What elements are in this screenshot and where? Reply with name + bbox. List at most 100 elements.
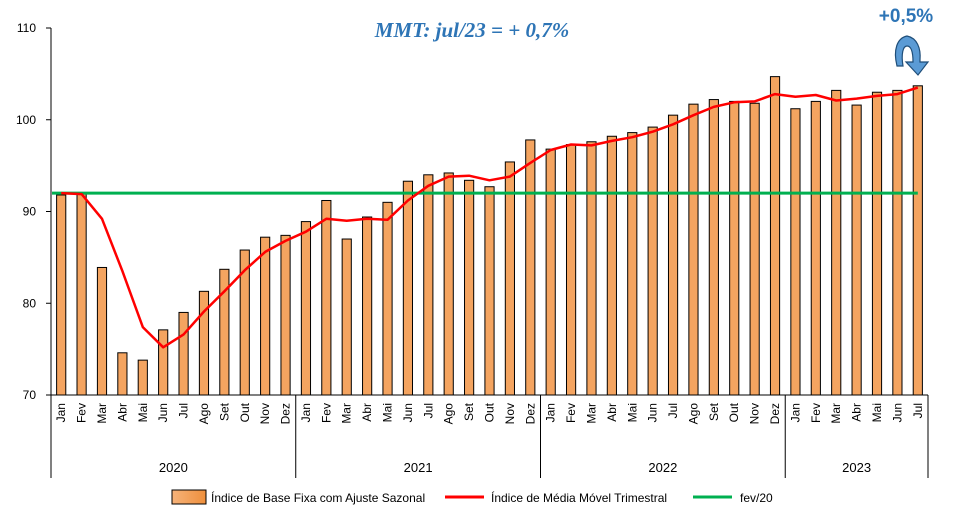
x-tick-label: Ago xyxy=(197,403,211,425)
x-tick-label: Jan xyxy=(54,403,68,422)
x-tick-label: Nov xyxy=(503,403,517,424)
bar xyxy=(464,179,475,396)
x-tick-label: Mar xyxy=(95,403,109,424)
x-tick-label: Jul xyxy=(666,403,680,418)
x-tick-label: Jul xyxy=(421,403,435,418)
bar xyxy=(300,221,312,396)
bar xyxy=(790,108,801,396)
legend-label-moving-average: Índice de Média Móvel Trimestral xyxy=(491,490,667,505)
x-tick-label: Ago xyxy=(686,403,700,425)
bar xyxy=(504,161,515,396)
bar xyxy=(219,268,230,396)
change-annotation: +0,5% xyxy=(879,6,934,27)
bar xyxy=(627,132,638,396)
bar xyxy=(892,89,903,396)
y-axis-labels: 70 80 90 100 110 xyxy=(16,21,36,402)
x-tick-label: Mar xyxy=(340,403,354,424)
bar xyxy=(667,114,679,396)
x-tick-label: Mai xyxy=(625,403,639,422)
bar xyxy=(443,172,454,396)
bar xyxy=(851,104,862,396)
bar xyxy=(688,103,699,396)
x-tick-label: Set xyxy=(707,402,721,421)
x-tick-label: Set xyxy=(217,402,231,421)
x-tick-label: Abr xyxy=(360,403,374,422)
bar xyxy=(178,311,189,396)
x-tick-label: Mai xyxy=(136,403,150,422)
x-tick-label: Jan xyxy=(544,403,558,422)
bar xyxy=(96,266,108,396)
bar xyxy=(260,236,271,396)
x-tick-label: Abr xyxy=(605,403,619,422)
y-tick-label: 70 xyxy=(23,388,37,402)
y-tick-label: 90 xyxy=(23,205,37,219)
x-tick-label: Jan xyxy=(788,403,802,422)
year-label: 2022 xyxy=(648,460,677,475)
x-tick-label: Nov xyxy=(748,403,762,424)
legend-label-bars: Índice de Base Fixa com Ajuste Sazonal xyxy=(211,490,425,505)
bar xyxy=(137,359,148,396)
x-tick-label: Set xyxy=(462,402,476,421)
bar xyxy=(362,216,373,396)
bar xyxy=(76,192,87,396)
curved-arrow-icon xyxy=(894,35,930,76)
x-tick-label: Dez xyxy=(279,403,293,424)
bar xyxy=(158,329,169,396)
bar xyxy=(708,99,719,396)
bar xyxy=(606,135,617,396)
bar xyxy=(117,352,128,396)
bar xyxy=(586,141,597,396)
bar xyxy=(769,76,781,396)
bar xyxy=(912,85,923,396)
x-tick-label: Dez xyxy=(523,403,537,424)
y-tick-label: 100 xyxy=(16,113,36,127)
year-label: 2021 xyxy=(404,460,433,475)
x-tick-label: Fev xyxy=(75,403,89,423)
x-tick-label: Fev xyxy=(809,403,823,423)
x-tick-label: Jun xyxy=(156,403,170,422)
bar xyxy=(831,89,842,396)
x-tick-label: Mai xyxy=(870,403,884,422)
bar xyxy=(198,290,210,396)
x-tick-label: Jan xyxy=(299,403,313,422)
year-label: 2020 xyxy=(159,460,188,475)
legend-swatch-bars xyxy=(171,489,207,505)
x-tick-label: Jun xyxy=(646,403,660,422)
x-tick-label: Jul xyxy=(911,403,925,418)
bar xyxy=(402,180,414,396)
x-tick-label: Dez xyxy=(768,403,782,424)
x-tick-label: Out xyxy=(483,402,497,422)
moving-average-line xyxy=(61,86,919,349)
bar xyxy=(871,91,883,396)
bar xyxy=(423,174,434,396)
x-tick-label: Out xyxy=(238,402,252,422)
x-tick-label: Jun xyxy=(890,403,904,422)
bar xyxy=(525,139,536,396)
y-tick-label: 80 xyxy=(23,296,37,310)
x-tick-label: Abr xyxy=(115,403,129,422)
line-series xyxy=(52,86,919,349)
bar-series xyxy=(56,76,923,396)
x-axis-labels: Jan Fev Mar Abr Mai Jun Jul Ago Set Out Nov Dez Jan F… xyxy=(54,402,925,475)
x-tick-label: Jul xyxy=(177,403,191,418)
x-tick-label: Mar xyxy=(829,403,843,424)
bar xyxy=(729,100,740,396)
y-tick-label: 110 xyxy=(17,21,36,35)
bar xyxy=(56,194,67,396)
bar xyxy=(321,199,332,396)
mmt-annotation: MMT: jul/23 = + 0,7% xyxy=(374,18,569,42)
year-label: 2023 xyxy=(842,460,871,475)
x-tick-label: Mar xyxy=(584,403,598,424)
x-tick-label: Ago xyxy=(442,403,456,425)
bar xyxy=(749,102,760,396)
x-tick-label: Mai xyxy=(381,403,395,422)
x-tick-label: Abr xyxy=(850,403,864,422)
chart-legend: Índice de Base Fixa com Ajuste Sazonal Í… xyxy=(171,489,773,505)
bar xyxy=(484,186,495,396)
bar xyxy=(239,249,250,396)
bar xyxy=(280,234,291,396)
bar xyxy=(647,126,658,396)
bar xyxy=(565,144,577,396)
x-tick-label: Fev xyxy=(564,403,578,423)
